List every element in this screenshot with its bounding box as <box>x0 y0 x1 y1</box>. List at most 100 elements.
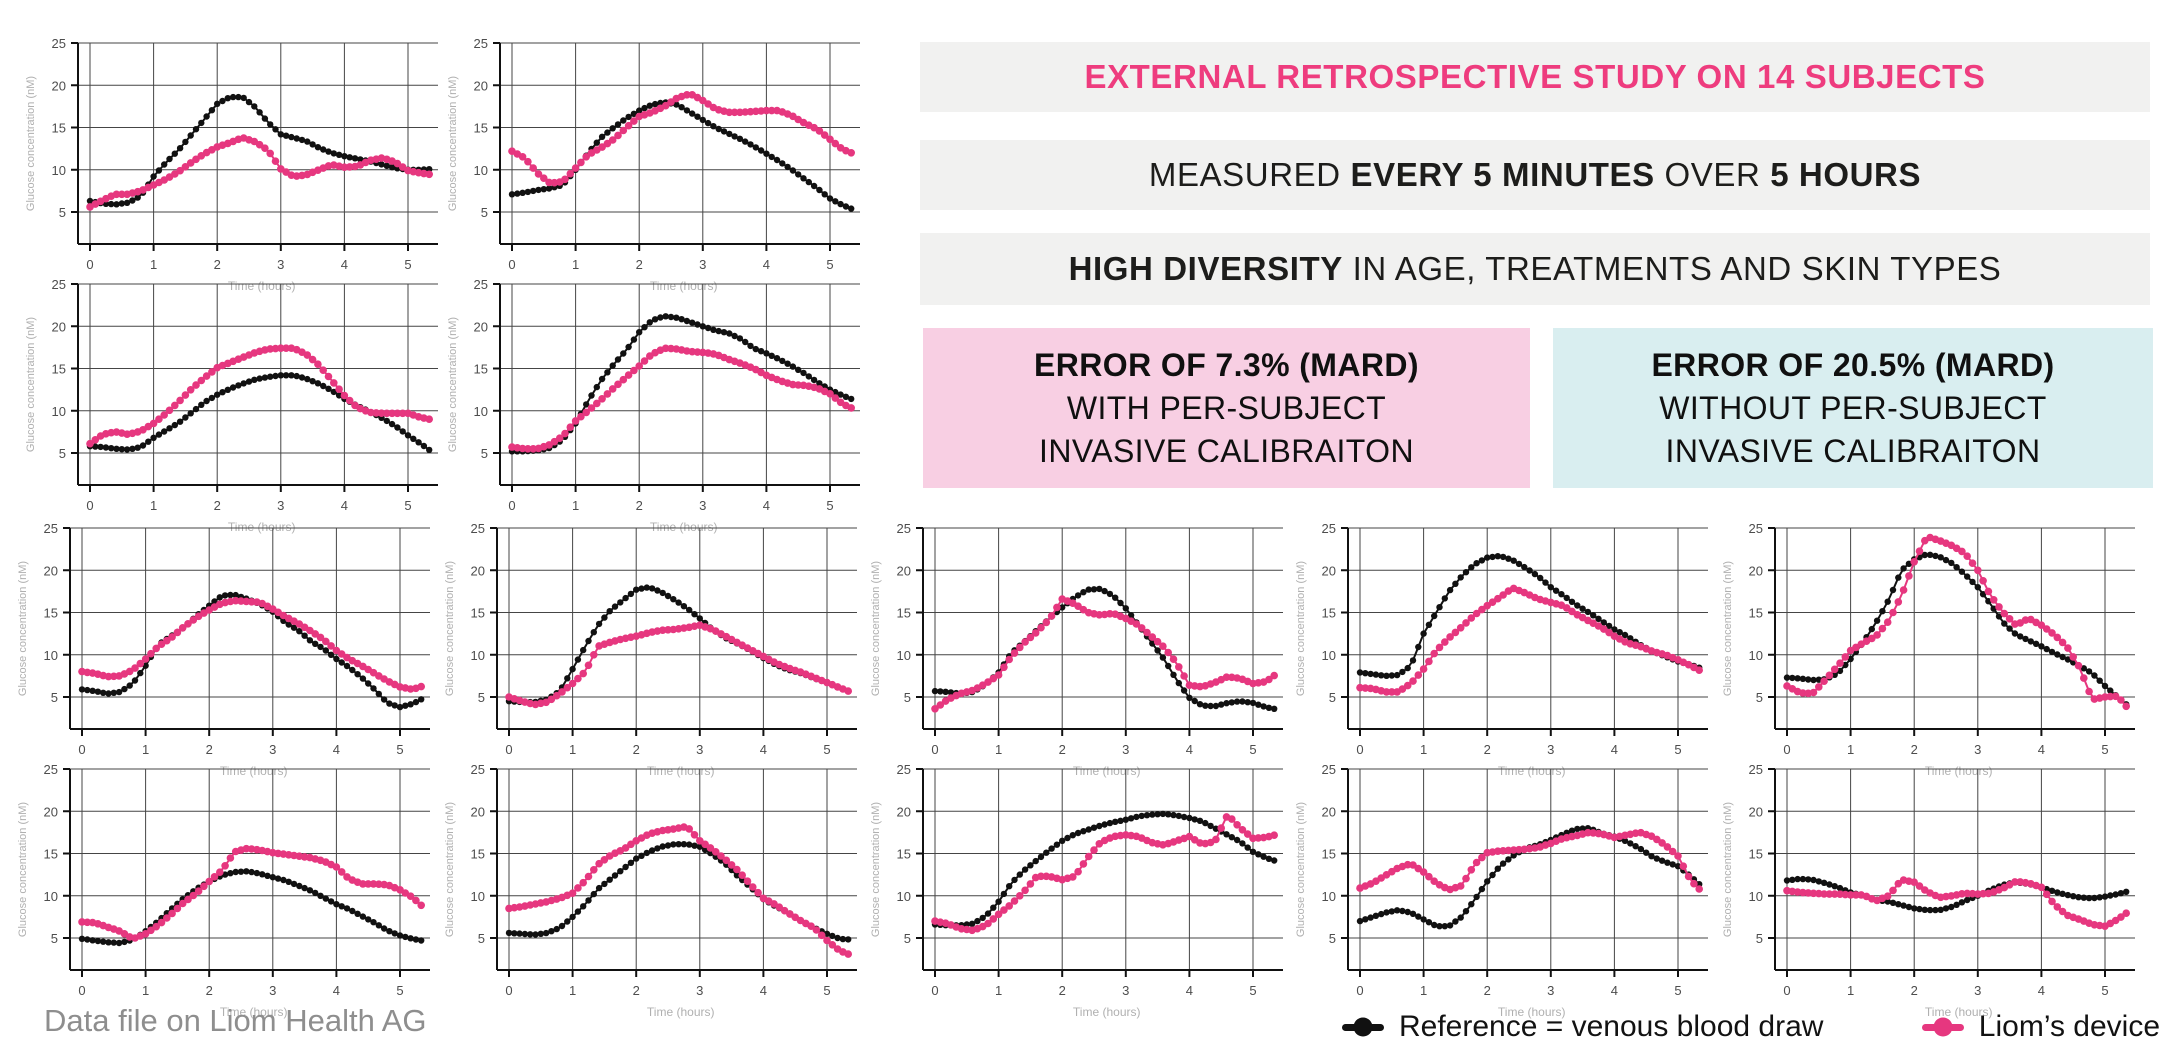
svg-text:4: 4 <box>2038 983 2045 998</box>
banner-measurement-frequency: MEASURED EVERY 5 MINUTES OVER 5 HOURS <box>920 140 2150 210</box>
svg-text:Time (hours): Time (hours) <box>228 279 296 293</box>
svg-text:2: 2 <box>636 498 643 513</box>
svg-text:2: 2 <box>1484 983 1491 998</box>
svg-text:1: 1 <box>569 742 576 757</box>
svg-text:1: 1 <box>572 257 579 272</box>
glucose-chart-12: 5 10 15 20 25 0 1 2 3 4 5 Glucose concentration (nM… <box>865 757 1295 1019</box>
mard-with-calibration-box: ERROR OF 7.3% (MARD) WITH PER-SUBJECT IN… <box>923 328 1530 488</box>
svg-text:5: 5 <box>826 257 833 272</box>
svg-text:5: 5 <box>1249 742 1256 757</box>
glucose-chart-13: 5 10 15 20 25 0 1 2 3 4 5 Glucose concentration (nM… <box>1290 757 1720 1019</box>
svg-text:10: 10 <box>52 163 66 178</box>
svg-text:Time (hours): Time (hours) <box>1925 764 1993 778</box>
svg-text:3: 3 <box>277 257 284 272</box>
svg-text:4: 4 <box>1611 983 1618 998</box>
svg-text:2: 2 <box>206 742 213 757</box>
svg-text:5: 5 <box>1249 983 1256 998</box>
svg-text:1: 1 <box>150 257 157 272</box>
svg-text:Glucose concentration (nM): Glucose concentration (nM) <box>444 802 456 937</box>
svg-text:Glucose concentration (nM): Glucose concentration (nM) <box>17 561 29 696</box>
svg-text:20: 20 <box>474 319 488 334</box>
svg-text:5: 5 <box>904 690 911 705</box>
glucose-chart-svg-10: 5 10 15 20 25 0 1 2 3 4 5 Glucose concentration (nM… <box>17 762 430 1019</box>
glucose-chart-1: 5 10 15 20 25 0 1 2 3 4 5 Glucose concentration (nM… <box>20 31 450 293</box>
svg-text:15: 15 <box>1322 847 1336 862</box>
reference-marker-icon <box>1342 1023 1384 1031</box>
svg-text:10: 10 <box>471 648 485 663</box>
svg-text:0: 0 <box>1356 983 1363 998</box>
svg-text:5: 5 <box>1756 931 1763 946</box>
svg-text:4: 4 <box>333 742 340 757</box>
svg-text:2: 2 <box>633 983 640 998</box>
svg-text:0: 0 <box>1356 742 1363 757</box>
mard-without-line1: ERROR OF 20.5% (MARD) <box>1651 346 2055 383</box>
svg-text:4: 4 <box>763 257 770 272</box>
svg-text:5: 5 <box>1329 690 1336 705</box>
svg-text:3: 3 <box>696 983 703 998</box>
svg-text:20: 20 <box>44 563 58 578</box>
svg-text:Glucose concentration (nM): Glucose concentration (nM) <box>25 317 37 452</box>
svg-text:0: 0 <box>931 742 938 757</box>
svg-text:20: 20 <box>52 319 66 334</box>
svg-text:15: 15 <box>1322 606 1336 621</box>
svg-text:15: 15 <box>897 606 911 621</box>
glucose-chart-svg-3: 5 10 15 20 25 0 1 2 3 4 5 Glucose concentration (nM… <box>25 277 438 534</box>
svg-text:4: 4 <box>2038 742 2045 757</box>
svg-text:Time (hours): Time (hours) <box>650 279 718 293</box>
glucose-chart-5: 5 10 15 20 25 0 1 2 3 4 5 Glucose concentration (nM… <box>12 516 442 778</box>
measured-text: MEASURED <box>1148 156 1351 193</box>
svg-text:10: 10 <box>44 889 58 904</box>
legend-reference-label: Reference = venous blood draw <box>1399 1010 1824 1043</box>
glucose-chart-3: 5 10 15 20 25 0 1 2 3 4 5 Glucose concentration (nM… <box>20 272 450 534</box>
svg-text:4: 4 <box>341 257 348 272</box>
mard-with-line1: ERROR OF 7.3% (MARD) <box>1034 346 1419 383</box>
svg-text:25: 25 <box>1322 762 1336 777</box>
svg-text:5: 5 <box>51 690 58 705</box>
mard-with-line3: INVASIVE CALIBRAITON <box>1039 432 1414 469</box>
svg-text:Glucose concentration (nM): Glucose concentration (nM) <box>1722 561 1734 696</box>
svg-text:10: 10 <box>52 404 66 419</box>
svg-text:25: 25 <box>474 36 488 51</box>
svg-text:20: 20 <box>474 78 488 93</box>
legend-item-reference: Reference = venous blood draw <box>1342 1010 1823 1044</box>
svg-text:3: 3 <box>696 742 703 757</box>
svg-text:15: 15 <box>471 606 485 621</box>
svg-text:3: 3 <box>699 257 706 272</box>
svg-text:Time (hours): Time (hours) <box>647 1005 715 1019</box>
svg-text:Time (hours): Time (hours) <box>1073 1005 1141 1019</box>
svg-text:Glucose concentration (nM): Glucose concentration (nM) <box>1722 802 1734 937</box>
svg-text:25: 25 <box>474 277 488 292</box>
svg-text:2: 2 <box>1911 983 1918 998</box>
svg-text:0: 0 <box>931 983 938 998</box>
glucose-chart-svg-8: 5 10 15 20 25 0 1 2 3 4 5 Glucose concentration (nM… <box>1295 521 1708 778</box>
measured-bold-2: 5 HOURS <box>1770 156 1922 193</box>
svg-text:5: 5 <box>51 931 58 946</box>
svg-text:4: 4 <box>341 498 348 513</box>
legend-device-label: Liom’s device <box>1978 1010 2160 1043</box>
diversity-rest-text: IN AGE, TREATMENTS AND SKIN TYPES <box>1342 250 2002 287</box>
glucose-chart-svg-1: 5 10 15 20 25 0 1 2 3 4 5 Glucose concentration (nM… <box>25 36 438 293</box>
svg-text:3: 3 <box>269 983 276 998</box>
glucose-chart-svg-9: 5 10 15 20 25 0 1 2 3 4 5 Glucose concentration (nM… <box>1722 521 2135 778</box>
glucose-chart-svg-7: 5 10 15 20 25 0 1 2 3 4 5 Glucose concentration (nM… <box>870 521 1283 778</box>
svg-text:2: 2 <box>1059 983 1066 998</box>
svg-text:15: 15 <box>52 362 66 377</box>
svg-text:10: 10 <box>897 889 911 904</box>
svg-text:0: 0 <box>78 742 85 757</box>
svg-text:1: 1 <box>572 498 579 513</box>
svg-text:5: 5 <box>404 498 411 513</box>
svg-text:5: 5 <box>2101 983 2108 998</box>
svg-text:5: 5 <box>1329 931 1336 946</box>
svg-text:15: 15 <box>1749 606 1763 621</box>
glucose-chart-svg-2: 5 10 15 20 25 0 1 2 3 4 5 Glucose concentration (nM… <box>447 36 860 293</box>
svg-text:15: 15 <box>471 847 485 862</box>
glucose-chart-svg-12: 5 10 15 20 25 0 1 2 3 4 5 Glucose concentration (nM… <box>870 762 1283 1019</box>
glucose-chart-svg-14: 5 10 15 20 25 0 1 2 3 4 5 Glucose concentration (nM… <box>1722 762 2135 1019</box>
svg-text:5: 5 <box>478 931 485 946</box>
chart-legend: Reference = venous blood draw Liom’s dev… <box>1342 1010 2160 1044</box>
glucose-chart-11: 5 10 15 20 25 0 1 2 3 4 5 Glucose concentration (nM… <box>439 757 869 1019</box>
data-source-note: Data file on Liom Health AG <box>44 1003 427 1038</box>
svg-text:Time (hours): Time (hours) <box>650 520 718 534</box>
svg-text:Glucose concentration (nM): Glucose concentration (nM) <box>447 76 459 211</box>
glucose-chart-10: 5 10 15 20 25 0 1 2 3 4 5 Glucose concentration (nM… <box>12 757 442 1019</box>
